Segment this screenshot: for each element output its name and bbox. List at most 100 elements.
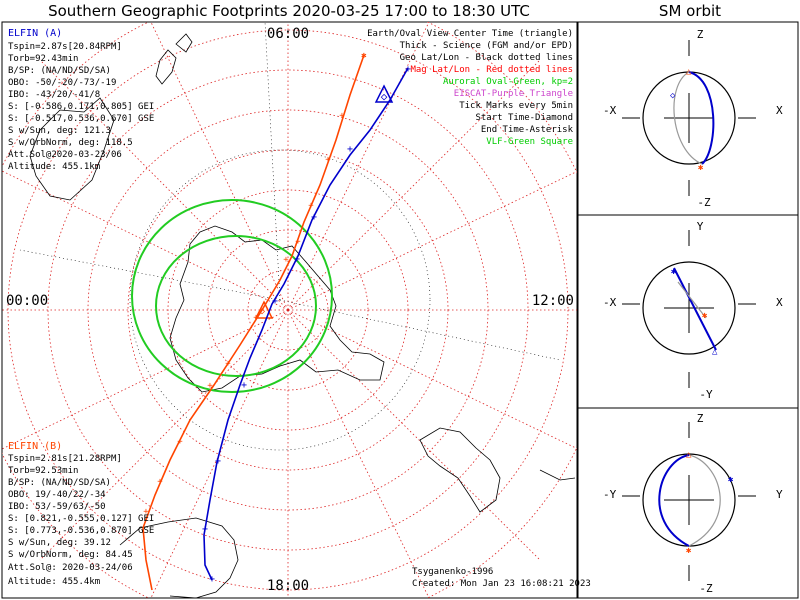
sm-panel-frame-xy	[577, 214, 799, 409]
svg-text:+: +	[207, 381, 213, 391]
svg-text:+: +	[143, 507, 149, 517]
plot-title: Southern Geographic Footprints 2020-03-2…	[48, 2, 530, 20]
svg-text:Att.Sol@2020-03-23/06: Att.Sol@2020-03-23/06	[8, 150, 122, 160]
svg-text:OBO: -50/-20/-73/-19: OBO: -50/-20/-73/-19	[8, 78, 116, 88]
new-zealand-coast	[155, 49, 177, 85]
sm-xy-top: Y	[697, 220, 704, 233]
time-label-top: 06:00	[267, 26, 309, 42]
svg-text:✱: ✱	[698, 163, 704, 173]
svg-text:S: [-0.586,0.171,0.805] GEI: S: [-0.586,0.171,0.805] GEI	[8, 102, 154, 112]
time-label-left: 00:00	[6, 293, 48, 309]
legend-line: Geo Lat/Lon - Black dotted lines	[400, 53, 573, 63]
svg-text:B/SP: (NA/ND/SD/SA): B/SP: (NA/ND/SD/SA)	[8, 66, 111, 76]
svg-text:+: +	[209, 574, 215, 585]
svg-text:Att.Sol@: 2020-03-24/06: Att.Sol@: 2020-03-24/06	[8, 563, 133, 573]
svg-text:Torb=92.43min: Torb=92.43min	[8, 54, 78, 64]
svg-text:✱: ✱	[702, 311, 708, 321]
elfin-a-name: ELFIN (A)	[8, 28, 62, 39]
svg-text:S w/OrbNorm, deg: 118.5: S w/OrbNorm, deg: 118.5	[8, 138, 133, 148]
svg-text:S w/OrbNorm, deg: 84.45: S w/OrbNorm, deg: 84.45	[8, 550, 133, 560]
antarctica-coast	[169, 225, 385, 393]
sm-orbit-title: SM orbit	[658, 2, 722, 20]
legend-line: Thick - Science (FGM and/or EPD)	[400, 41, 573, 51]
svg-text:Altitude: 455.1km: Altitude: 455.1km	[8, 162, 100, 172]
south-america-coast	[119, 517, 239, 598]
legend: Earth/Oval View Center Time (triangle) T…	[367, 29, 573, 147]
svg-text:+: +	[339, 111, 345, 121]
auroral-oval-outer	[131, 199, 333, 393]
elfin-a-view-triangle	[374, 84, 394, 103]
svg-text:+: +	[177, 437, 183, 447]
geo-grid	[19, 22, 561, 451]
svg-text:S: [-0.517,0.536,0.670] GSE: S: [-0.517,0.536,0.670] GSE	[8, 114, 154, 124]
sm-panel-yz: △ ✱ ✱ Z -Z -Y Y	[603, 412, 783, 595]
legend-line: Earth/Oval View Center Time (triangle)	[367, 29, 573, 39]
svg-text:✱: ✱	[361, 51, 367, 61]
legend-line: Mag Lat/Lon - Red dotted lines	[410, 65, 573, 75]
sm-xy-left: -X	[603, 296, 617, 309]
svg-text:+: +	[295, 237, 301, 247]
svg-text:S: [0.773,-0.536,0.870] GSE: S: [0.773,-0.536,0.870] GSE	[8, 526, 154, 536]
svg-text:S: [0.821,-0.555,0.127] GEI: S: [0.821,-0.555,0.127] GEI	[8, 514, 154, 524]
coastlines	[29, 33, 576, 598]
map-center-marker: ◇	[259, 306, 265, 317]
svg-text:+: +	[311, 212, 317, 223]
svg-text:+: +	[225, 359, 231, 369]
svg-text:Torb=92.53min: Torb=92.53min	[8, 466, 78, 476]
legend-line: Auroral Oval-Green, kp=2	[443, 77, 573, 87]
legend-line: End Time-Asterisk	[481, 125, 574, 135]
sm-panel-xz: △ ✱ ◇ Z -Z -X X	[603, 28, 783, 209]
sm-xz-left: -X	[603, 104, 617, 117]
svg-text:IBO: 53/-59/63/-50: IBO: 53/-59/63/-50	[8, 502, 106, 512]
sm-panel-frame-yz	[577, 407, 799, 599]
elfin-a-start-diamond: ◇	[381, 90, 388, 103]
sm-xz-right: X	[776, 104, 783, 117]
legend-line: VLF-Green Square	[486, 137, 573, 147]
elfin-b-name: ELFIN (B)	[8, 441, 62, 452]
legend-line: EISCAT-Purple Triangle	[454, 89, 573, 99]
africa-coast	[419, 427, 501, 513]
elfin-a-track	[203, 67, 409, 581]
polar-map: ✱ + + + + + + + + + + + + + + + + + + + …	[2, 22, 577, 598]
sm-yz-left: -Y	[603, 488, 617, 501]
mag-grid	[2, 22, 577, 598]
svg-text:+: +	[308, 201, 314, 211]
elfin-a-ticks: + + + + + + + + +	[202, 64, 411, 585]
sm-xy-bottom: -Y	[699, 388, 713, 401]
svg-text:△: △	[686, 450, 692, 460]
auroral-oval-inner	[155, 235, 317, 377]
svg-text:Tspin=2.81s[21.28RPM]: Tspin=2.81s[21.28RPM]	[8, 454, 122, 464]
svg-text:△: △	[712, 347, 718, 357]
model-credit: Tsyganenko-1996	[412, 567, 493, 577]
svg-text:Tspin=2.87s[20.84RPM]: Tspin=2.87s[20.84RPM]	[8, 42, 122, 52]
svg-text:+: +	[283, 255, 289, 265]
coast-south-right	[539, 469, 576, 481]
svg-text:OBO: 19/-40/22/-34: OBO: 19/-40/22/-34	[8, 490, 106, 500]
created-timestamp: Created: Mon Jan 23 16:08:21 2023	[412, 579, 591, 589]
elfin-a-info: ELFIN (A) Tspin=2.87s[20.84RPM] Torb=92.…	[8, 28, 154, 172]
svg-text:+: +	[241, 380, 247, 391]
svg-text:Altitude: 455.4km: Altitude: 455.4km	[8, 577, 100, 587]
svg-text:△: △	[686, 67, 692, 77]
svg-text:+: +	[157, 477, 163, 487]
legend-line: Tick Marks every 5min	[459, 101, 573, 111]
svg-text:+: +	[202, 524, 208, 535]
sm-xz-bottom: -Z	[697, 196, 711, 209]
svg-text:+: +	[347, 144, 353, 155]
svg-text:+: +	[405, 64, 411, 75]
svg-text:IBO: -43/20/-41/8: IBO: -43/20/-41/8	[8, 90, 100, 100]
time-label-right: 12:00	[532, 293, 574, 309]
australia-coast	[29, 97, 115, 201]
svg-text:+: +	[215, 456, 221, 467]
sm-yz-top: Z	[697, 412, 704, 425]
svg-text:+: +	[325, 155, 331, 165]
svg-text:S w/Sun, deg: 121.3: S w/Sun, deg: 121.3	[8, 126, 111, 136]
time-label-bottom: 18:00	[267, 578, 309, 594]
svg-text:B/SP: (NA/ND/SD/SA): B/SP: (NA/ND/SD/SA)	[8, 478, 111, 488]
svg-text:+: +	[294, 254, 300, 265]
elfin-b-info: ELFIN (B) Tspin=2.81s[21.28RPM] Torb=92.…	[8, 441, 154, 587]
svg-text:✱: ✱	[686, 546, 692, 556]
sm-yz-right: Y	[776, 488, 783, 501]
sm-xz-top: Z	[697, 28, 704, 41]
